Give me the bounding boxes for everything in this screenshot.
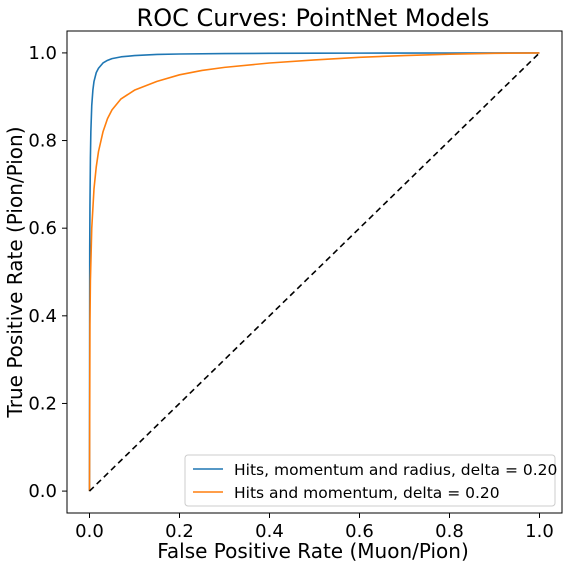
plot-frame	[66, 30, 563, 514]
chance-diagonal-line	[88, 52, 541, 492]
chart-title: ROC Curves: PointNet Models	[137, 4, 490, 32]
x-tick-label: 0.6	[345, 521, 374, 542]
y-axis-ticks: 0.0 0.2 0.4 0.6 0.8 1.0	[28, 43, 67, 502]
y-tick-label: 1.0	[28, 43, 57, 64]
y-axis-label: True Positive Rate (Pion/Pion)	[3, 126, 27, 418]
y-tick-label: 0.2	[28, 393, 57, 414]
x-tick-label: 0.2	[165, 521, 194, 542]
legend-label-series-1: Hits, momentum and radius, delta = 0.20	[234, 461, 557, 479]
legend-label-series-2: Hits and momentum, delta = 0.20	[234, 484, 500, 502]
plot-lines	[88, 52, 541, 492]
roc-curve-series-2	[88, 52, 540, 492]
y-tick-label: 0.8	[28, 131, 57, 152]
y-tick-label: 0.4	[28, 306, 57, 327]
x-tick-label: 1.0	[525, 521, 554, 542]
legend: Hits, momentum and radius, delta = 0.20 …	[184, 454, 557, 507]
x-tick-label: 0.0	[75, 521, 104, 542]
y-tick-label: 0.0	[28, 481, 57, 502]
legend-box	[184, 454, 556, 507]
roc-curve-series-1	[88, 52, 540, 492]
y-tick-label: 0.6	[28, 218, 57, 239]
x-axis-label: False Positive Rate (Muon/Pion)	[157, 539, 469, 563]
x-axis-ticks: 0.0 0.2 0.4 0.6 0.8 1.0	[75, 513, 554, 542]
x-tick-label: 0.4	[255, 521, 284, 542]
x-tick-label: 0.8	[435, 521, 464, 542]
